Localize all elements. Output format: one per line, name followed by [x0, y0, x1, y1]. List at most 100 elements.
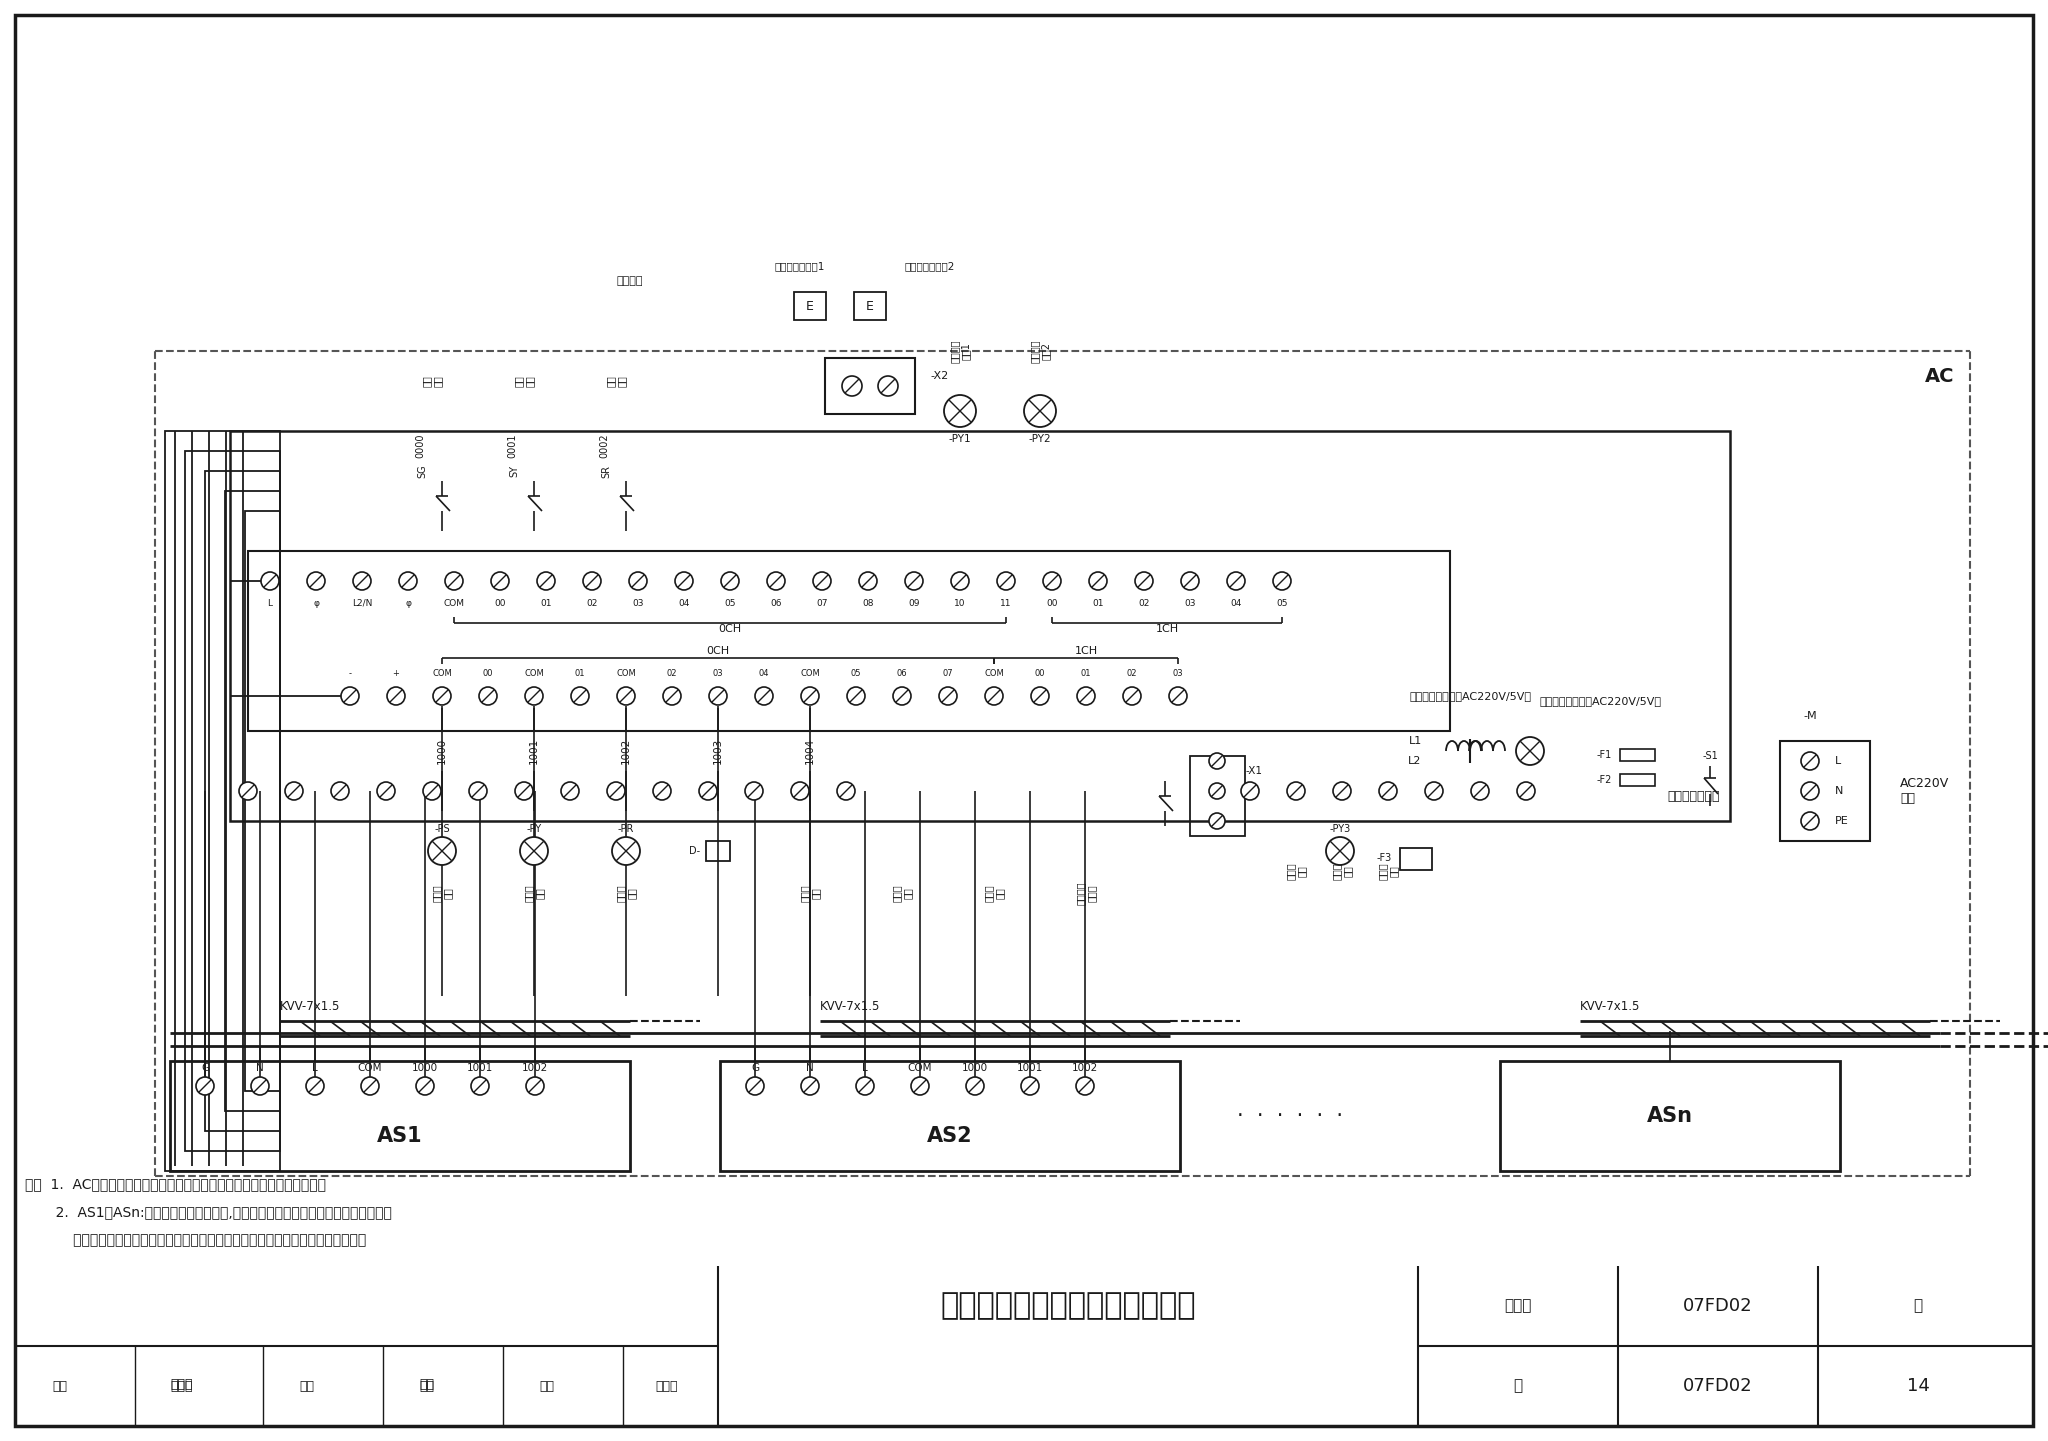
Circle shape [1241, 782, 1260, 800]
Circle shape [444, 572, 463, 589]
Circle shape [905, 572, 924, 589]
Circle shape [240, 782, 256, 800]
Circle shape [745, 1076, 764, 1095]
Circle shape [1378, 782, 1397, 800]
Bar [1499, 1061, 1839, 1172]
Text: N: N [807, 1063, 813, 1074]
Text: 01: 01 [541, 598, 551, 608]
Circle shape [1182, 572, 1198, 589]
Text: 页: 页 [1513, 1379, 1522, 1393]
Circle shape [1274, 572, 1290, 589]
Bar [170, 1061, 631, 1172]
Text: 0CH: 0CH [707, 646, 729, 656]
Circle shape [879, 376, 897, 396]
Circle shape [584, 572, 600, 589]
Text: 1000: 1000 [436, 738, 446, 764]
Circle shape [950, 572, 969, 589]
Text: 1CH: 1CH [1075, 646, 1098, 656]
Circle shape [606, 782, 625, 800]
Bar [225, 491, 281, 1111]
Text: KVV-7x1.5: KVV-7x1.5 [819, 1000, 881, 1013]
Circle shape [424, 782, 440, 800]
Circle shape [612, 837, 639, 865]
Text: AS2: AS2 [928, 1125, 973, 1146]
Text: 试验
按钮: 试验 按钮 [514, 375, 535, 386]
Bar [795, 293, 825, 320]
Circle shape [1042, 572, 1061, 589]
Circle shape [756, 687, 772, 705]
Bar [229, 431, 1731, 821]
Text: 1002: 1002 [621, 738, 631, 764]
Text: 稳压隔离变压器（AC220V/5V）: 稳压隔离变压器（AC220V/5V） [1409, 692, 1532, 700]
Circle shape [893, 687, 911, 705]
Circle shape [858, 572, 877, 589]
Circle shape [791, 782, 809, 800]
Circle shape [1470, 782, 1489, 800]
Text: SR: SR [600, 464, 610, 477]
Text: 04: 04 [758, 670, 770, 679]
Circle shape [911, 1076, 930, 1095]
Circle shape [526, 1076, 545, 1095]
Text: -: - [348, 670, 352, 679]
Text: -PS: -PS [434, 824, 451, 834]
Text: COM: COM [907, 1063, 932, 1074]
Text: N: N [256, 1063, 264, 1074]
Text: 1002: 1002 [522, 1063, 549, 1074]
Circle shape [342, 687, 358, 705]
Text: 杨维迅: 杨维迅 [170, 1379, 193, 1392]
Text: +: + [393, 670, 399, 679]
Text: L2/N: L2/N [352, 598, 373, 608]
Text: 02: 02 [586, 598, 598, 608]
Text: -PY2: -PY2 [1028, 434, 1051, 444]
Circle shape [1075, 1076, 1094, 1095]
Text: 待用信号
指示1: 待用信号 指示1 [948, 339, 971, 363]
Text: L: L [1835, 757, 1841, 767]
Circle shape [1090, 572, 1108, 589]
Text: AC: AC [1925, 366, 1954, 386]
Circle shape [514, 782, 532, 800]
Text: COM: COM [524, 670, 545, 679]
Text: AC220V
电源: AC220V 电源 [1901, 777, 1950, 806]
Text: 07FD02: 07FD02 [1683, 1378, 1753, 1395]
Text: 手动按钮: 手动按钮 [616, 277, 643, 285]
Circle shape [1227, 572, 1245, 589]
Circle shape [1022, 1076, 1038, 1095]
Circle shape [709, 687, 727, 705]
Text: 0002: 0002 [598, 434, 608, 458]
Text: G: G [752, 1063, 760, 1074]
Circle shape [360, 1076, 379, 1095]
Circle shape [416, 1076, 434, 1095]
Text: 05: 05 [1276, 598, 1288, 608]
Text: ASn: ASn [1647, 1107, 1694, 1125]
Circle shape [1325, 837, 1354, 865]
Circle shape [664, 687, 682, 705]
Bar [707, 842, 729, 862]
Circle shape [537, 572, 555, 589]
Circle shape [432, 687, 451, 705]
Text: 编程控制电路板: 编程控制电路板 [1667, 790, 1720, 803]
Text: L: L [862, 1063, 868, 1074]
Bar [1401, 847, 1432, 870]
Text: 稳压隔离变压器（AC220V/5V）: 稳压隔离变压器（AC220V/5V） [1538, 696, 1661, 706]
Text: -M: -M [1802, 710, 1817, 720]
Circle shape [1135, 572, 1153, 589]
Text: COM: COM [985, 670, 1004, 679]
Text: L: L [311, 1063, 317, 1074]
Text: 电机房、电站控制室、人员出入口（连通口）最里一道密闭门内侧及其他需要设: 电机房、电站控制室、人员出入口（连通口）最里一道密闭门内侧及其他需要设 [25, 1233, 367, 1246]
Text: 00: 00 [483, 670, 494, 679]
Circle shape [399, 572, 418, 589]
Text: 出入口音响按钮1: 出入口音响按钮1 [774, 261, 825, 271]
Circle shape [1169, 687, 1188, 705]
Circle shape [745, 782, 764, 800]
Bar [721, 1061, 1180, 1172]
Text: -F2: -F2 [1597, 775, 1612, 785]
Text: 00: 00 [494, 598, 506, 608]
Circle shape [197, 1076, 213, 1095]
Text: 清洁式
指示: 清洁式 指示 [432, 885, 453, 902]
Text: 02: 02 [1126, 670, 1137, 679]
Text: 隔绝式
指示: 隔绝式 指示 [614, 885, 637, 902]
Circle shape [520, 837, 549, 865]
Text: 滤毒式
指示: 滤毒式 指示 [891, 885, 913, 902]
Text: 页: 页 [1913, 1298, 1923, 1314]
Text: 隔绝式
指示: 隔绝式 指示 [983, 885, 1006, 902]
